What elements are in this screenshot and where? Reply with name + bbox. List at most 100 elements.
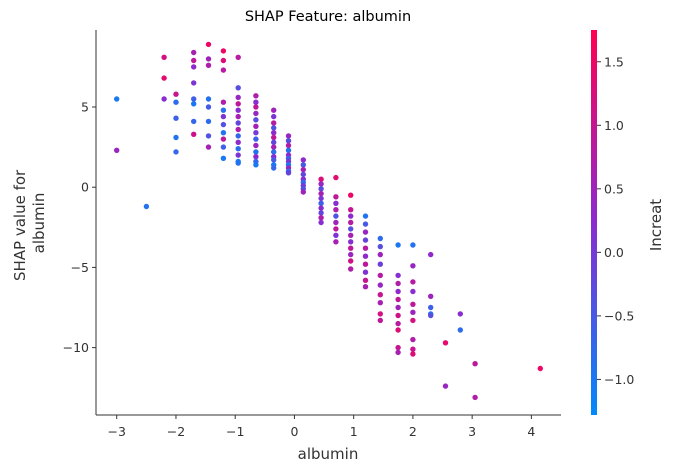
scatter-point bbox=[220, 144, 227, 150]
scatter-point bbox=[410, 351, 416, 357]
scatter-point bbox=[173, 115, 179, 121]
scatter-point bbox=[333, 239, 339, 245]
x-tick-label: −2 bbox=[167, 424, 185, 439]
scatter-point bbox=[235, 94, 241, 101]
y-tick-label: 5 bbox=[81, 100, 89, 115]
scatter-point bbox=[333, 232, 339, 238]
scatter-point bbox=[410, 317, 416, 324]
scatter-point bbox=[362, 229, 369, 235]
scatter-point bbox=[235, 113, 241, 120]
scatter-point bbox=[362, 221, 369, 227]
x-tick-label: 1 bbox=[350, 424, 358, 439]
scatter-point bbox=[285, 142, 292, 149]
scatter-point bbox=[114, 96, 120, 102]
scatter-point bbox=[377, 292, 383, 298]
scatter-point bbox=[285, 170, 292, 176]
scatter-point bbox=[253, 142, 259, 149]
colorbar-tick-label: −0.5 bbox=[604, 308, 634, 323]
x-tick-label: 2 bbox=[409, 424, 417, 439]
scatter-point bbox=[395, 304, 401, 311]
scatter-point bbox=[235, 120, 241, 126]
x-axis-ticks: −3 −2 −1 0 1 2 3 4 bbox=[108, 415, 535, 439]
scatter-point bbox=[537, 365, 543, 372]
scatter-point bbox=[395, 296, 401, 303]
scatter-point bbox=[253, 136, 259, 142]
scatter-point bbox=[377, 272, 383, 279]
scatter-point bbox=[428, 304, 434, 311]
scatter-point bbox=[362, 269, 369, 275]
scatter-point bbox=[235, 160, 241, 166]
scatter-point bbox=[348, 251, 354, 258]
scatter-point bbox=[410, 288, 416, 295]
scatter-point bbox=[191, 96, 197, 102]
scatter-point bbox=[318, 186, 324, 192]
scatter-point bbox=[348, 266, 354, 272]
scatter-point bbox=[191, 118, 197, 125]
scatter-point bbox=[220, 57, 227, 64]
scatter-point bbox=[253, 99, 259, 105]
scatter-point bbox=[442, 383, 449, 389]
scatter-point bbox=[220, 107, 227, 113]
scatter-point bbox=[348, 258, 354, 264]
y-tick-label: −10 bbox=[63, 340, 89, 355]
scatter-point bbox=[410, 263, 416, 269]
scatter-point bbox=[318, 181, 324, 187]
scatter-point bbox=[173, 99, 179, 105]
x-tick-label: 0 bbox=[290, 424, 298, 439]
x-tick-label: −1 bbox=[226, 424, 244, 439]
colorbar-ticks: 1.5 1.0 0.5 0.0 −0.5 −1.0 bbox=[597, 54, 634, 387]
y-axis-title-line-1: SHAP value for bbox=[11, 169, 29, 281]
scatter-point bbox=[395, 349, 401, 356]
scatter-point bbox=[410, 242, 416, 248]
scatter-point bbox=[235, 126, 241, 133]
scatter-point bbox=[271, 107, 277, 113]
scatter-point bbox=[395, 242, 401, 248]
scatter-point bbox=[173, 149, 179, 155]
y-axis-title-line-2: albumin bbox=[30, 193, 48, 254]
scatter-point bbox=[395, 344, 401, 351]
scatter-point bbox=[318, 200, 324, 206]
scatter-point bbox=[333, 194, 339, 200]
scatter-point bbox=[410, 309, 416, 315]
scatter-point bbox=[253, 149, 259, 155]
scatter-point bbox=[377, 317, 383, 324]
scatter-point bbox=[377, 261, 383, 267]
scatter-point bbox=[318, 176, 324, 182]
scatter-point bbox=[362, 261, 369, 267]
scatter-point bbox=[253, 123, 259, 129]
scatter-point bbox=[271, 157, 277, 163]
scatter-point bbox=[300, 171, 306, 178]
scatter-point bbox=[253, 117, 259, 123]
scatter-point bbox=[220, 48, 227, 54]
scatter-point bbox=[191, 49, 197, 56]
scatter-point bbox=[271, 125, 277, 131]
scatter-point bbox=[235, 101, 241, 107]
scatter-point bbox=[377, 311, 383, 317]
scatter-point bbox=[285, 138, 292, 144]
scatter-point bbox=[377, 243, 383, 250]
scatter-point bbox=[333, 200, 339, 206]
scatter-point bbox=[362, 213, 369, 219]
y-tick-label: 0 bbox=[81, 180, 89, 195]
scatter-point bbox=[333, 213, 339, 219]
scatter-point bbox=[114, 147, 120, 153]
y-tick-label: −5 bbox=[71, 260, 89, 275]
scatter-point bbox=[457, 311, 463, 317]
scatter-point bbox=[235, 54, 241, 60]
y-axis-title: SHAP value for albumin bbox=[11, 165, 48, 281]
scatter-point bbox=[395, 312, 401, 319]
scatter-point bbox=[205, 41, 212, 48]
scatter-point bbox=[191, 101, 197, 107]
scatter-point bbox=[333, 219, 339, 226]
scatter-point bbox=[205, 96, 212, 102]
scatter-point bbox=[318, 215, 324, 221]
scatter-point bbox=[472, 361, 478, 367]
x-tick-label: −3 bbox=[108, 424, 126, 439]
scatter-point bbox=[253, 104, 259, 110]
scatter-point bbox=[410, 346, 416, 352]
x-axis-title: albumin bbox=[298, 445, 359, 463]
scatter-point bbox=[362, 237, 369, 243]
scatter-point bbox=[285, 133, 292, 139]
scatter-point bbox=[348, 192, 354, 198]
